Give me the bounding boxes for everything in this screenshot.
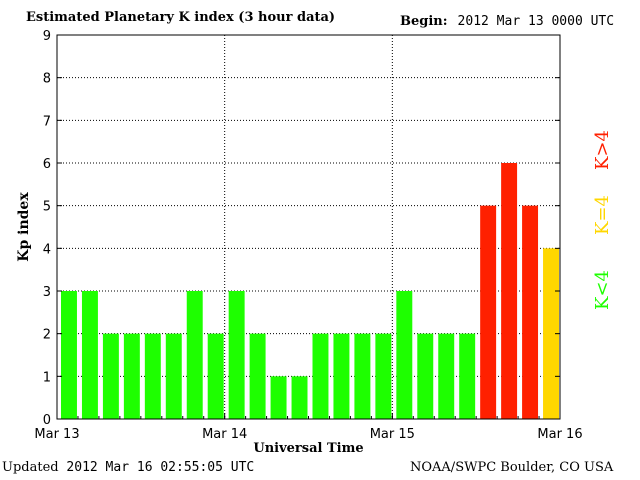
kp-bar xyxy=(144,333,161,419)
kp-bar xyxy=(354,333,371,419)
kp-bar xyxy=(522,205,539,419)
kp-bar xyxy=(228,291,245,419)
x-tick-label: Mar 13 xyxy=(34,427,79,442)
kp-bar xyxy=(102,333,119,419)
source-credit: NOAA/SWPC Boulder, CO USA xyxy=(410,460,614,475)
updated-label: Updated xyxy=(2,460,59,475)
begin-info: Begin: 2012 Mar 13 0000 UTC xyxy=(400,14,614,29)
kp-bar xyxy=(396,291,413,419)
kp-bar xyxy=(480,205,497,419)
kp-bar xyxy=(501,163,518,419)
y-tick-label: 3 xyxy=(43,285,51,300)
y-tick-label: 5 xyxy=(43,200,51,215)
kp-bar xyxy=(291,376,308,419)
y-tick-label: 8 xyxy=(43,72,51,87)
legend: K>4 K=4 K<4 xyxy=(592,130,613,310)
y-tick-label: 6 xyxy=(43,157,51,172)
updated-info: Updated 2012 Mar 16 02:55:05 UTC xyxy=(2,460,254,475)
kp-bar xyxy=(249,333,266,419)
begin-value: 2012 Mar 13 0000 UTC xyxy=(457,14,615,29)
kp-bar xyxy=(417,333,434,419)
legend-item: K<4 xyxy=(592,270,613,310)
y-tick-label: 0 xyxy=(43,413,51,428)
kp-bar xyxy=(270,376,287,419)
y-tick-label: 2 xyxy=(43,328,51,343)
chart-title: Estimated Planetary K index (3 hour data… xyxy=(26,10,336,25)
legend-item: K>4 xyxy=(592,130,613,170)
kp-bar xyxy=(123,333,140,419)
kp-bar xyxy=(61,291,77,419)
x-tick-label: Mar 15 xyxy=(370,427,415,442)
kp-bar xyxy=(165,333,182,419)
kp-bar xyxy=(438,333,455,419)
legend-item: K=4 xyxy=(592,195,613,235)
y-tick-label: 1 xyxy=(43,370,51,385)
kp-bar xyxy=(186,291,203,419)
kp-bar xyxy=(312,333,329,419)
axis-ticks: 0 1 2 3 4 5 6 7 8 9 Mar 13 Mar 14 Mar 15 Mar 16 xyxy=(34,29,582,442)
x-tick-label: Mar 16 xyxy=(537,427,582,442)
kp-bar xyxy=(375,333,392,419)
y-tick-label: 9 xyxy=(43,29,51,44)
y-axis-label: Kp index xyxy=(16,192,32,262)
kp-bar xyxy=(459,333,476,419)
y-tick-label: 4 xyxy=(43,242,51,257)
x-tick-label: Mar 14 xyxy=(202,427,247,442)
updated-value: 2012 Mar 16 02:55:05 UTC xyxy=(66,460,255,475)
x-axis-label: Universal Time xyxy=(253,441,363,456)
begin-label: Begin: xyxy=(400,14,448,29)
grid-lines xyxy=(57,35,560,419)
bars xyxy=(61,163,559,419)
y-tick-label: 7 xyxy=(43,114,51,129)
kp-bar xyxy=(207,333,224,419)
kp-bar xyxy=(81,291,98,419)
kp-bar xyxy=(333,333,350,419)
